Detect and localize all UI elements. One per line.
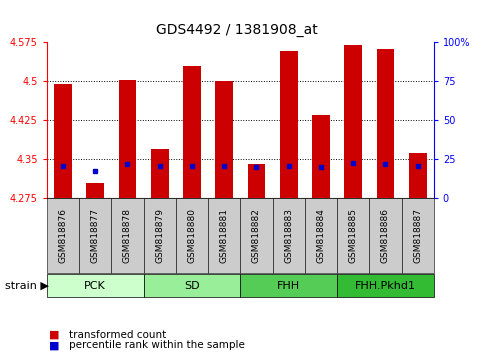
Bar [280,51,298,198]
Bar [409,153,426,198]
Bar [247,165,265,198]
Text: percentile rank within the sample: percentile rank within the sample [69,340,245,350]
Text: GSM818881: GSM818881 [220,208,229,263]
Bar [119,80,137,198]
Text: ■: ■ [49,340,60,350]
Text: strain ▶: strain ▶ [5,281,49,291]
Text: GSM818884: GSM818884 [317,208,325,263]
Bar [54,84,72,198]
Bar [86,183,104,198]
Text: PCK: PCK [84,281,106,291]
Text: GSM818876: GSM818876 [59,208,68,263]
Bar [183,66,201,198]
Text: GSM818886: GSM818886 [381,208,390,263]
Text: SD: SD [184,281,200,291]
Text: GSM818879: GSM818879 [155,208,164,263]
Text: GSM818877: GSM818877 [91,208,100,263]
Text: FHH.Pkhd1: FHH.Pkhd1 [355,281,416,291]
Text: GSM818885: GSM818885 [349,208,358,263]
Text: transformed count: transformed count [69,330,166,339]
Text: GSM818887: GSM818887 [413,208,422,263]
Text: GSM818883: GSM818883 [284,208,293,263]
Bar [151,149,169,198]
Bar [312,115,330,198]
Bar [344,45,362,198]
Text: GSM818880: GSM818880 [187,208,197,263]
Bar [377,49,394,198]
Text: FHH: FHH [277,281,300,291]
Text: GSM818878: GSM818878 [123,208,132,263]
Text: GDS4492 / 1381908_at: GDS4492 / 1381908_at [156,23,317,37]
Text: GSM818882: GSM818882 [252,208,261,263]
Bar [215,81,233,198]
Text: ■: ■ [49,330,60,339]
